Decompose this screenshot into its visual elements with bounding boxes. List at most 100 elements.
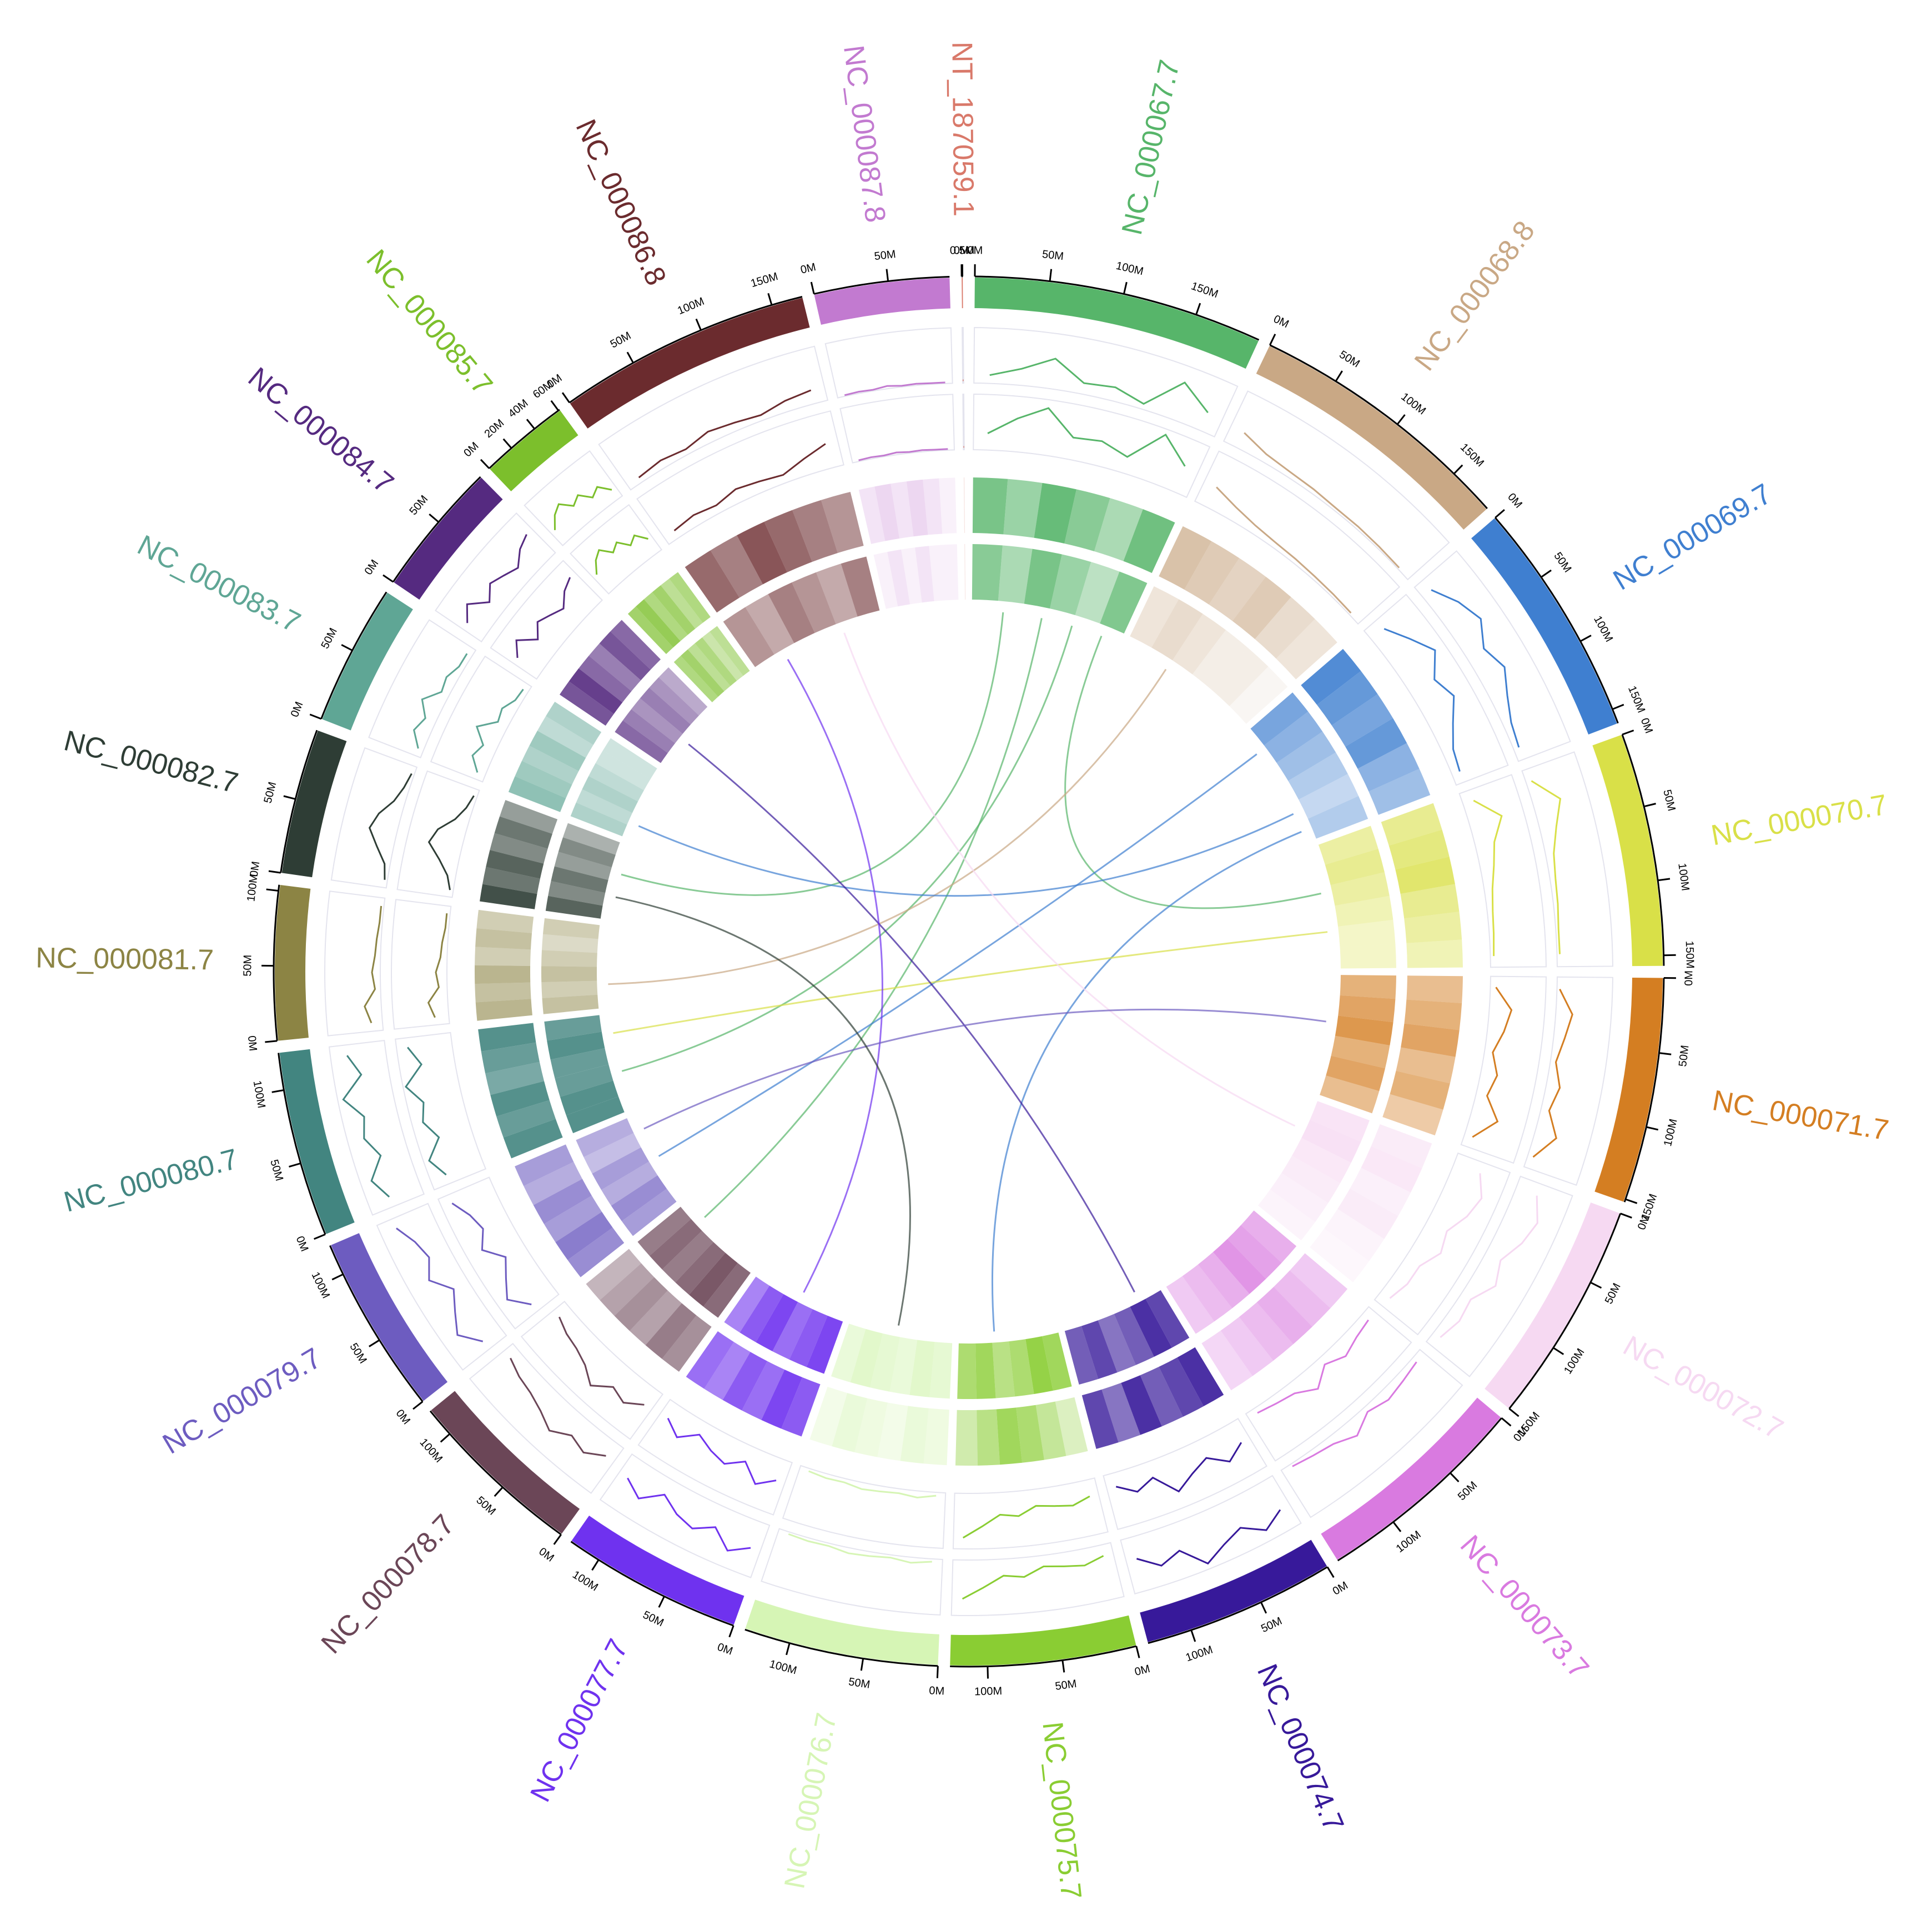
- track-line: [515, 577, 571, 658]
- heat-cell: [1318, 826, 1378, 865]
- axis-arc: [320, 591, 388, 720]
- heat-cell: [685, 550, 739, 613]
- heat-cell: [567, 1227, 625, 1277]
- heat-cell: [929, 545, 947, 601]
- link: [643, 1008, 1326, 1130]
- heat-cell: [551, 866, 608, 893]
- heat-cell: [1388, 829, 1450, 870]
- heat-cell: [1368, 768, 1431, 815]
- heat-cell: [681, 649, 724, 697]
- heat-cell: [637, 1206, 691, 1256]
- tick-label: 100M: [251, 1080, 268, 1109]
- track-line: [554, 486, 612, 530]
- tick-label: 50M: [1677, 1044, 1691, 1067]
- track-background: [1280, 1349, 1463, 1518]
- heat-cell: [660, 578, 703, 629]
- heat-cell: [1371, 1124, 1432, 1169]
- chromosome-label: NC_000075.7: [1036, 1720, 1087, 1901]
- axis-arc: [280, 729, 318, 873]
- tick-label: 100M: [1591, 614, 1615, 644]
- heat-cell: [998, 545, 1033, 604]
- heat-cell: [1340, 975, 1396, 999]
- heat-cell: [515, 1144, 574, 1186]
- track-background: [469, 1342, 625, 1494]
- link: [613, 931, 1328, 1034]
- link: [621, 612, 1004, 896]
- tick-label: 0M: [1134, 1663, 1151, 1678]
- heat-cell: [652, 585, 696, 635]
- heat-cell: [1184, 541, 1240, 605]
- tick-label: 0M: [799, 261, 817, 276]
- heat-cell: [592, 1147, 649, 1190]
- axis-arc: [1623, 978, 1665, 1203]
- heat-cell: [964, 477, 965, 534]
- tick-label: 0M: [248, 861, 263, 878]
- heat-cell: [850, 1329, 883, 1388]
- heat-cell: [547, 1032, 605, 1060]
- heat-cell: [996, 1407, 1023, 1465]
- track-background: [520, 1300, 664, 1440]
- tick: [561, 392, 570, 404]
- tick-label: 0M: [294, 1234, 311, 1253]
- ideogram: [279, 1049, 355, 1234]
- heat-cell: [972, 477, 1008, 535]
- heat-cell: [821, 491, 864, 554]
- track-line: [364, 905, 383, 1024]
- track-background: [396, 770, 480, 898]
- heat-cell: [537, 716, 593, 758]
- tick-label: 40M: [506, 397, 531, 420]
- track-background: [330, 747, 418, 889]
- heat-cell: [764, 510, 812, 572]
- ideogram: [490, 410, 578, 491]
- track-line: [405, 1046, 447, 1176]
- track-line: [673, 443, 826, 532]
- heat-cell: [643, 592, 688, 641]
- chromosome-label: NC_000071.7: [1710, 1084, 1891, 1147]
- heat-cell: [499, 799, 558, 834]
- chromosome-label: NC_000087.8: [837, 43, 892, 224]
- track-line: [1115, 1442, 1242, 1493]
- heat-cell: [1307, 796, 1368, 839]
- tick-label: 0M: [954, 244, 969, 256]
- track-background: [782, 1465, 947, 1549]
- chromosome-label: NC_000074.7: [1251, 1659, 1350, 1836]
- tick: [1269, 334, 1276, 346]
- chromosome-label: NC_000068.8: [1408, 215, 1541, 376]
- track-background: [1222, 390, 1450, 581]
- tick-label: 150M: [1683, 940, 1696, 969]
- axis-arc: [429, 1410, 562, 1536]
- tick-label: 100M: [570, 1568, 600, 1593]
- tick: [728, 1625, 734, 1638]
- heat-cell: [544, 1195, 602, 1242]
- track-background: [391, 899, 452, 1030]
- tick: [1260, 1602, 1267, 1614]
- tick-label: 50M: [1551, 550, 1573, 575]
- heat-cell: [1406, 975, 1463, 1003]
- axis-arc: [813, 275, 950, 295]
- tick-label: 50M: [1259, 1615, 1284, 1635]
- ideogram: [394, 477, 503, 600]
- track-background: [328, 1039, 425, 1216]
- ideogram: [962, 278, 963, 309]
- heat-cell: [789, 1309, 828, 1367]
- heat-cell: [722, 1352, 768, 1411]
- heat-cell: [550, 1048, 609, 1079]
- heat-cell: [1081, 1389, 1119, 1449]
- heat-cell: [1201, 1330, 1253, 1391]
- heat-cell: [559, 681, 614, 726]
- axis-arc: [273, 884, 280, 1041]
- track-background: [950, 1542, 1125, 1616]
- heat-cell: [1034, 482, 1076, 544]
- axis-arc: [950, 1645, 1137, 1668]
- heat-cell: [485, 1061, 545, 1095]
- tick: [331, 1273, 344, 1281]
- heat-cell: [1055, 1397, 1088, 1456]
- heat-cell: [873, 552, 898, 609]
- tick: [1326, 1566, 1335, 1578]
- heat-cell: [1350, 1168, 1411, 1216]
- tick: [695, 318, 702, 331]
- tick: [1495, 509, 1505, 519]
- tick: [271, 1089, 284, 1093]
- heat-cell: [490, 1081, 550, 1116]
- heat-cell: [602, 738, 657, 779]
